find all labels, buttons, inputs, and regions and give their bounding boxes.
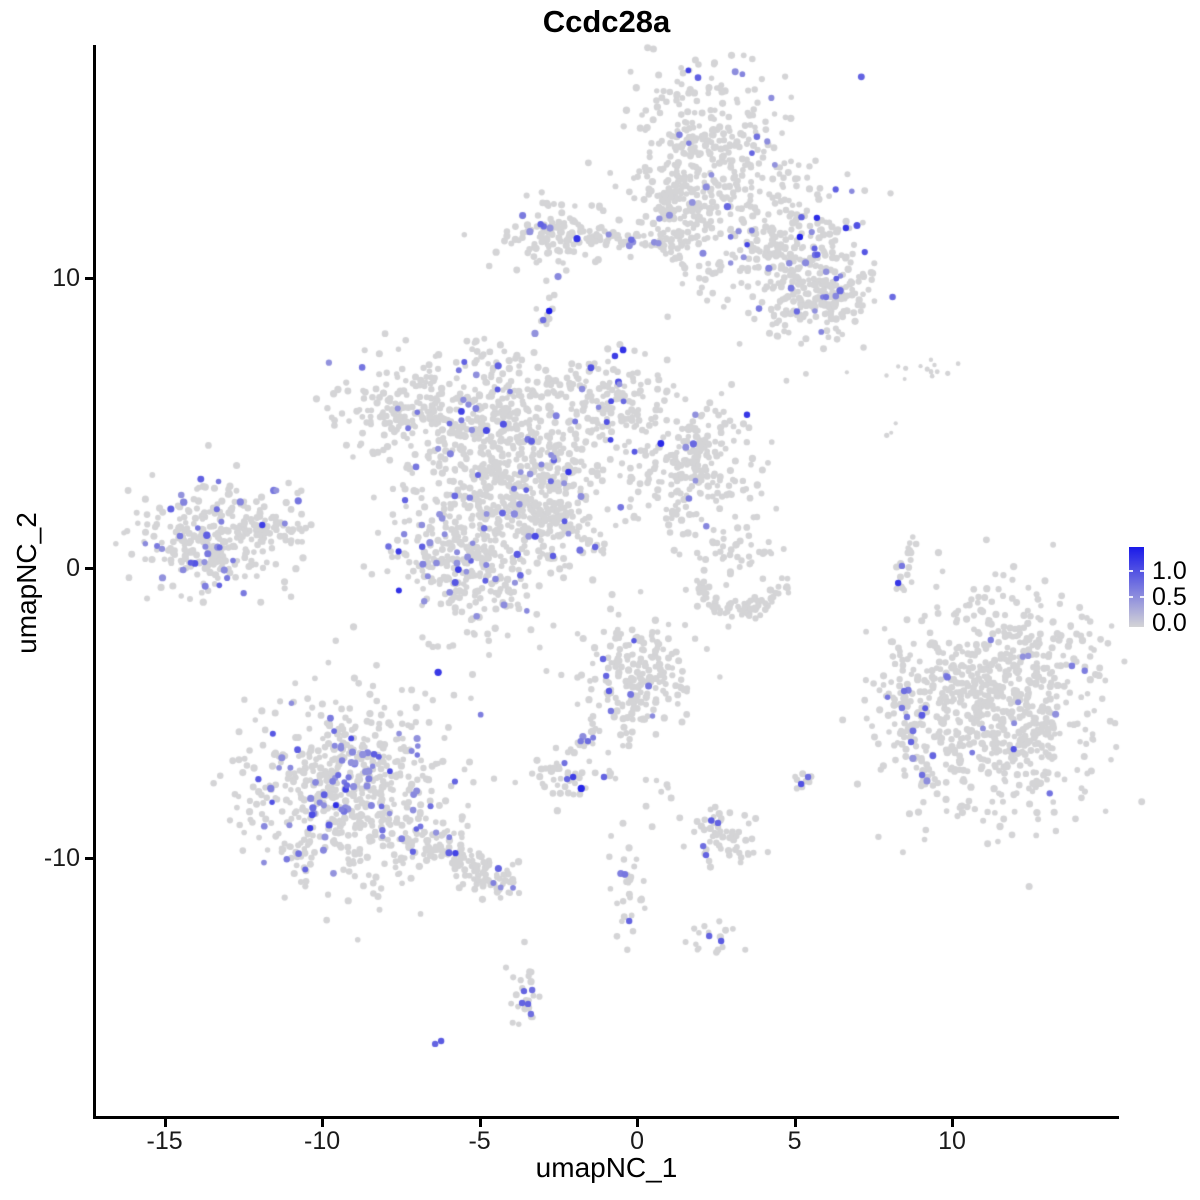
colorbar-label-high: 1.0 (1152, 557, 1187, 585)
x-tick-mark (478, 1119, 482, 1127)
x-axis-title: umapNC_1 (535, 1152, 678, 1183)
colorbar-notch (1140, 596, 1144, 598)
x-tick-label: 5 (787, 1127, 802, 1155)
x-tick-mark (793, 1119, 797, 1127)
colorbar-label-mid: 0.5 (1152, 583, 1187, 611)
y-tick-mark (85, 856, 93, 860)
x-tick-label: -5 (468, 1127, 491, 1155)
colorbar-notch (1129, 570, 1133, 572)
y-tick-label: -10 (43, 843, 80, 872)
colorbar-legend: 1.0 0.5 0.0 (1129, 547, 1199, 636)
colorbar-gradient (1129, 547, 1144, 627)
x-tick-mark (951, 1119, 954, 1127)
colorbar-notch (1140, 570, 1144, 572)
colorbar-label-low: 0.0 (1152, 609, 1187, 637)
y-tick-mark (85, 566, 93, 570)
colorbar-notch (1129, 596, 1133, 598)
x-tick-label: 10 (938, 1127, 966, 1155)
y-axis-title: umapNC_2 (11, 512, 42, 654)
x-tick-mark (636, 1119, 640, 1127)
y-tick-label: 10 (52, 263, 80, 292)
x-tick-label: 0 (630, 1127, 644, 1155)
x-axis-line (95, 1116, 1119, 1119)
x-tick-label: -10 (304, 1127, 341, 1155)
x-tick-mark (321, 1119, 325, 1127)
x-tick-mark (163, 1119, 167, 1127)
y-tick-label: 0 (66, 553, 80, 582)
y-axis-line (93, 45, 96, 1119)
y-tick-mark (85, 276, 93, 280)
plot-title: Ccdc28a (542, 4, 671, 39)
x-tick-label: -15 (146, 1127, 183, 1155)
